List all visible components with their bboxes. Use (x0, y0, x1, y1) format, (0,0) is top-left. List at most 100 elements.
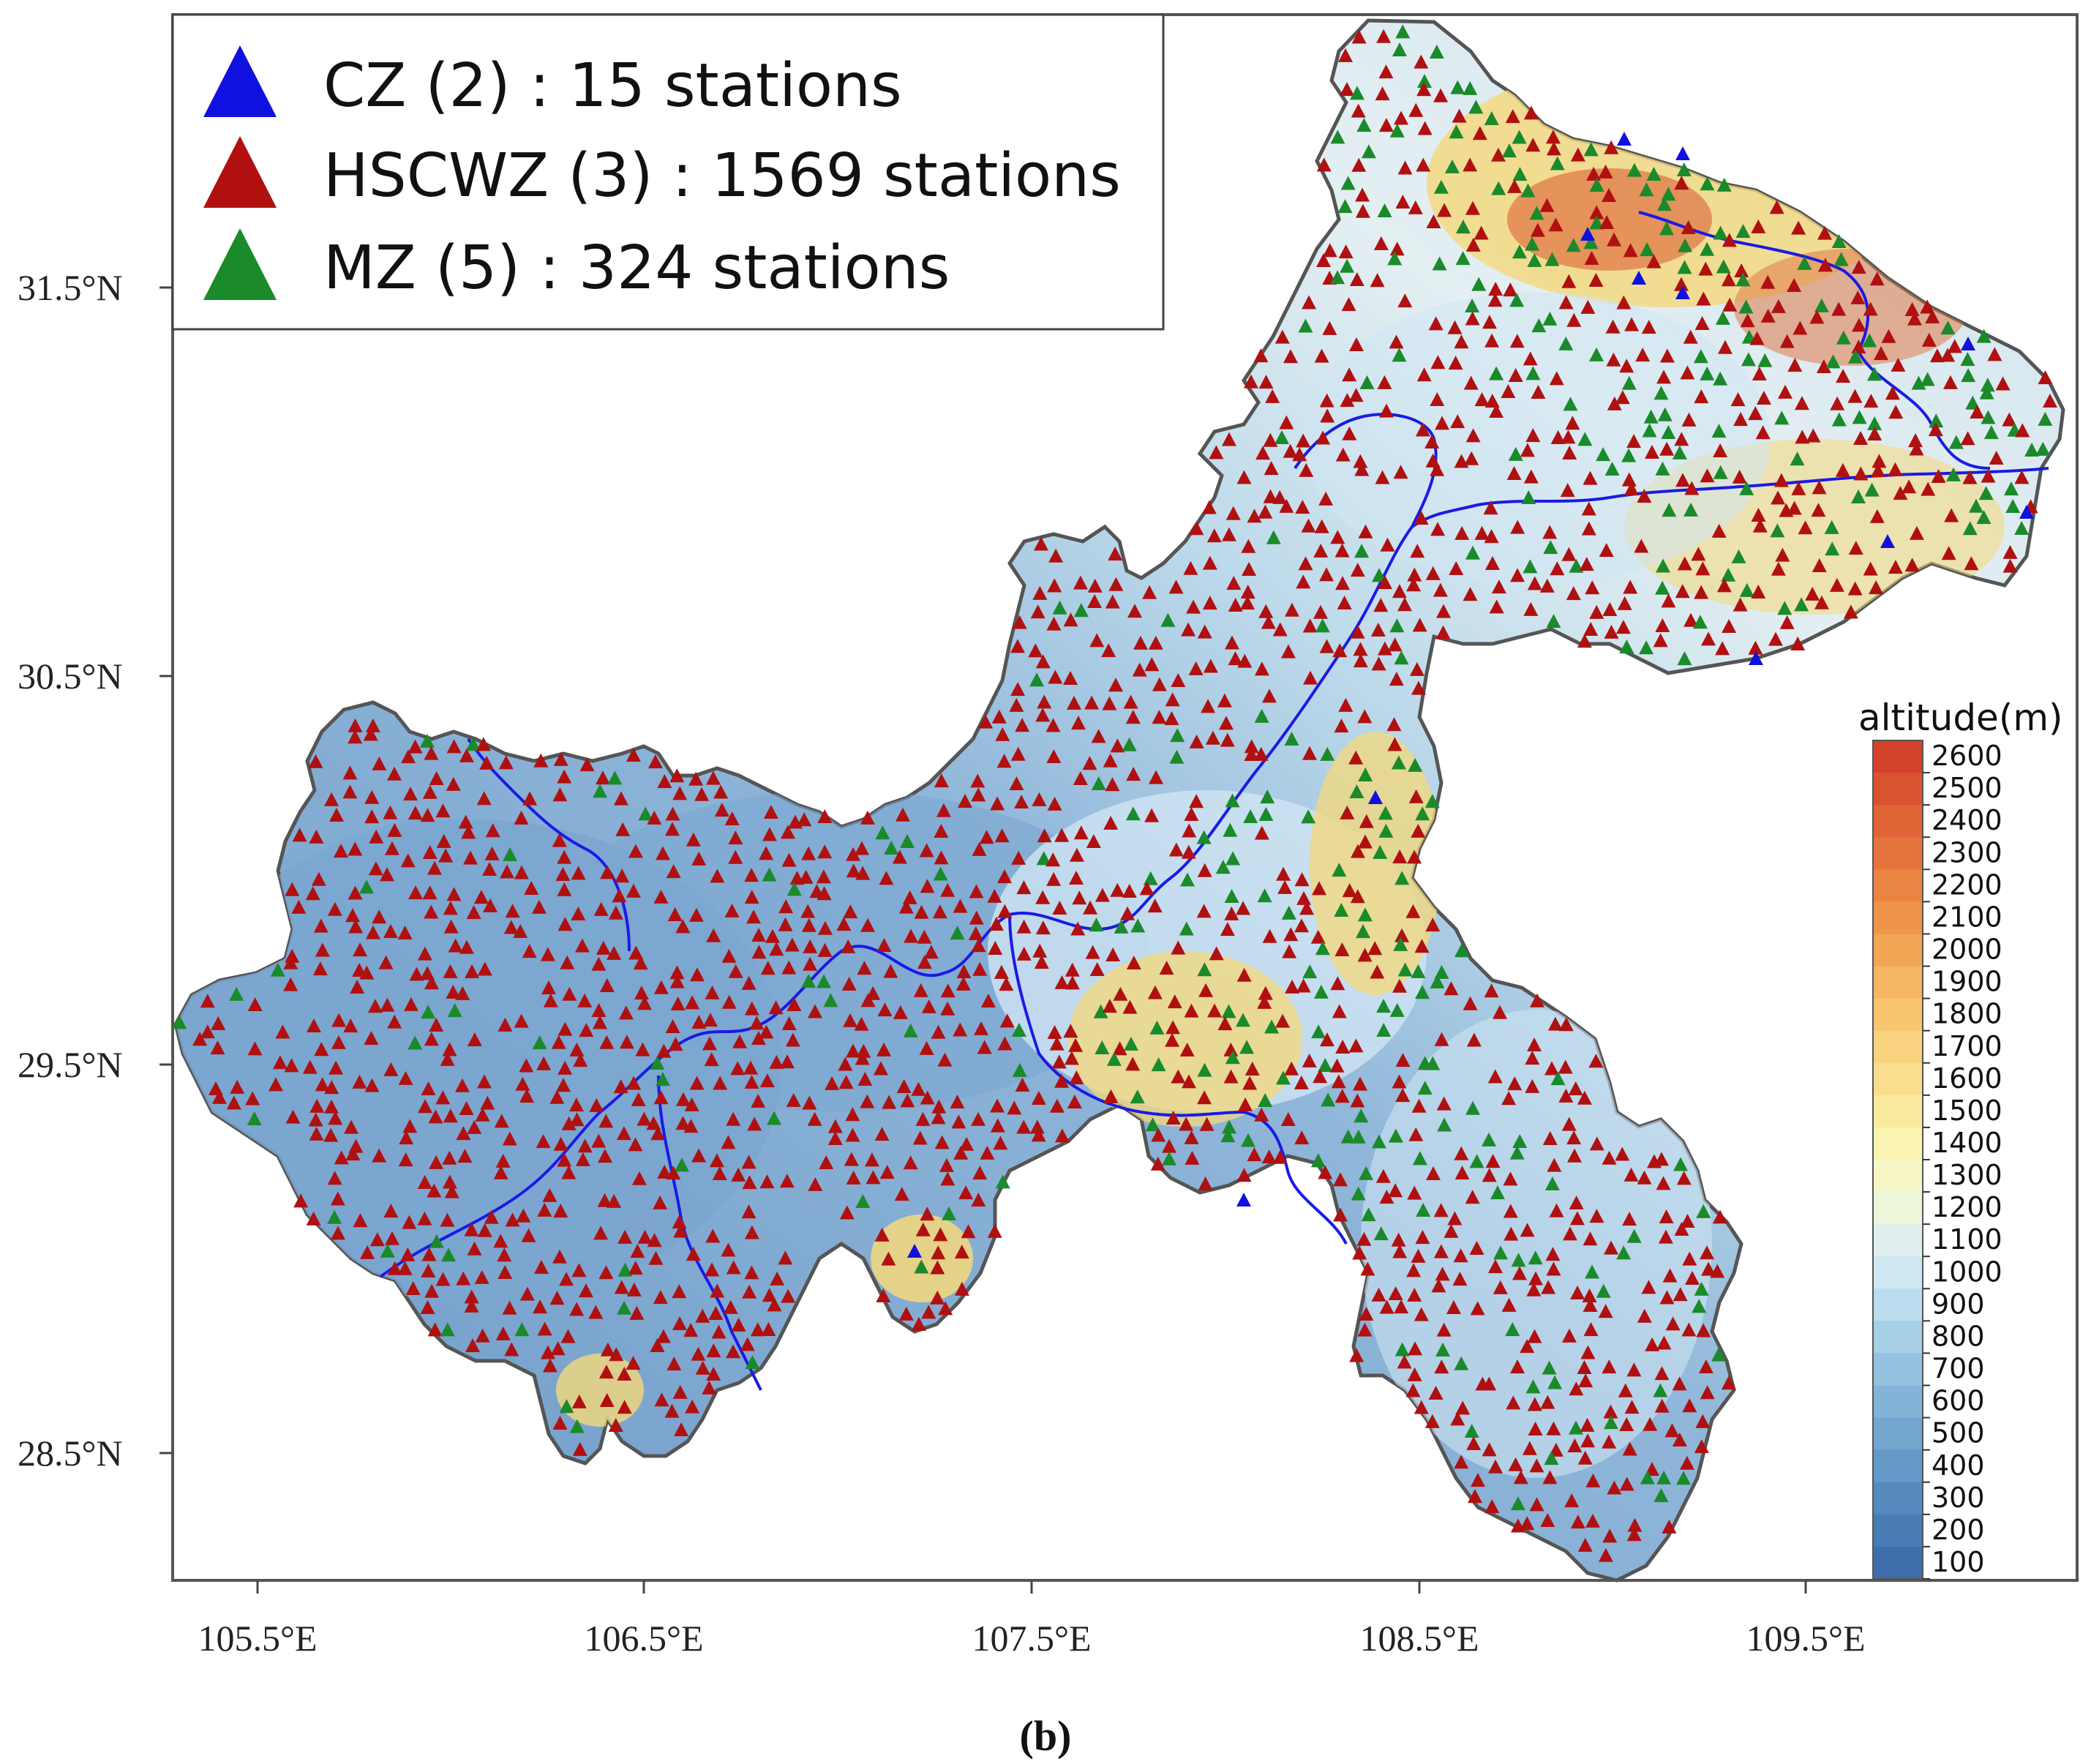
station-marker (856, 1043, 871, 1058)
station-marker (1358, 524, 1373, 538)
colorbar-tick-label: 1700 (1932, 1030, 2002, 1062)
station-marker (1069, 1070, 1084, 1085)
station-marker (808, 1176, 823, 1191)
station-marker (931, 1024, 946, 1039)
station-marker (1888, 462, 1903, 476)
station-marker (1408, 200, 1423, 214)
station-marker (628, 945, 644, 960)
station-marker (919, 843, 934, 857)
station-marker (1168, 579, 1184, 594)
station-marker (1378, 823, 1394, 838)
station-marker (937, 1052, 953, 1067)
station-marker (442, 1150, 457, 1165)
station-marker (1563, 397, 1578, 411)
station-marker (1429, 44, 1444, 59)
station-marker (1814, 298, 1829, 312)
station-marker (825, 1076, 840, 1090)
station-marker (1351, 157, 1367, 172)
colorbar-swatch (1873, 837, 1923, 870)
station-marker (1615, 390, 1630, 405)
station-marker (1261, 688, 1277, 703)
station-marker (674, 1157, 689, 1172)
station-marker (1696, 291, 1711, 306)
station-marker (483, 898, 498, 912)
station-marker (1853, 431, 1869, 446)
station-marker (1940, 320, 1956, 335)
station-marker (1209, 946, 1224, 961)
station-marker (1598, 1547, 1613, 1562)
station-marker (1091, 776, 1106, 790)
station-marker (493, 1234, 508, 1248)
station-marker (1349, 271, 1364, 286)
station-marker (1454, 1356, 1469, 1370)
station-marker (1836, 330, 1851, 345)
station-marker (1543, 540, 1558, 555)
station-marker (314, 1042, 329, 1056)
station-marker (1065, 962, 1080, 977)
station-marker (456, 1126, 471, 1141)
station-marker (589, 1097, 604, 1112)
station-marker (1492, 1005, 1507, 1019)
station-marker (402, 787, 418, 801)
station-marker (311, 871, 326, 886)
station-marker (569, 1112, 585, 1127)
latitude-axis: 31.5°N 30.5°N 29.5°N 28.5°N (18, 267, 173, 1474)
station-marker (1215, 860, 1231, 874)
station-marker (1588, 273, 1604, 288)
station-marker (647, 1233, 662, 1247)
station-marker (275, 1024, 290, 1039)
station-marker (568, 1097, 584, 1112)
station-marker (1426, 1166, 1441, 1181)
station-marker (884, 841, 899, 855)
station-marker (1561, 547, 1577, 561)
station-marker (1741, 352, 1756, 367)
station-marker (1655, 461, 1670, 476)
station-marker (466, 905, 481, 920)
station-marker (1778, 384, 1793, 399)
station-marker (1602, 187, 1617, 202)
station-marker (1512, 1266, 1527, 1280)
station-marker (654, 1392, 669, 1407)
station-marker (1836, 369, 1851, 383)
station-marker (971, 1193, 986, 1207)
station-marker (1674, 432, 1689, 446)
station-marker (1393, 465, 1408, 479)
station-marker (1961, 368, 1976, 383)
station-marker (1392, 849, 1408, 863)
station-marker (1406, 577, 1422, 592)
station-marker (1395, 1088, 1411, 1103)
station-marker (1236, 967, 1252, 982)
station-marker (372, 909, 387, 924)
station-marker (1677, 651, 1692, 666)
station-marker (762, 1288, 777, 1302)
station-marker (1569, 1195, 1584, 1209)
station-marker (1605, 319, 1621, 334)
station-marker (1220, 732, 1235, 747)
station-marker (1734, 263, 1749, 277)
station-marker (497, 1247, 512, 1262)
station-marker (480, 1095, 495, 1110)
station-marker (628, 1261, 643, 1275)
station-marker (617, 1366, 632, 1381)
station-marker (543, 993, 558, 1007)
station-marker (1676, 1171, 1692, 1185)
station-marker (1921, 481, 1936, 496)
station-marker (702, 1380, 717, 1395)
station-marker (1009, 776, 1024, 791)
station-marker (1313, 604, 1329, 619)
station-marker (446, 739, 462, 754)
station-marker (1397, 293, 1413, 308)
station-marker (323, 1127, 339, 1142)
station-marker (1550, 156, 1565, 170)
station-marker (637, 1229, 653, 1244)
station-marker (1069, 847, 1084, 862)
station-marker (429, 771, 444, 786)
station-marker (1490, 1185, 1505, 1200)
station-marker (1334, 543, 1350, 558)
station-marker (1106, 1051, 1122, 1066)
station-marker (1453, 1248, 1468, 1263)
station-marker (1240, 585, 1255, 599)
station-marker (1805, 586, 1820, 601)
station-marker (514, 1013, 529, 1028)
station-marker (781, 1288, 796, 1303)
